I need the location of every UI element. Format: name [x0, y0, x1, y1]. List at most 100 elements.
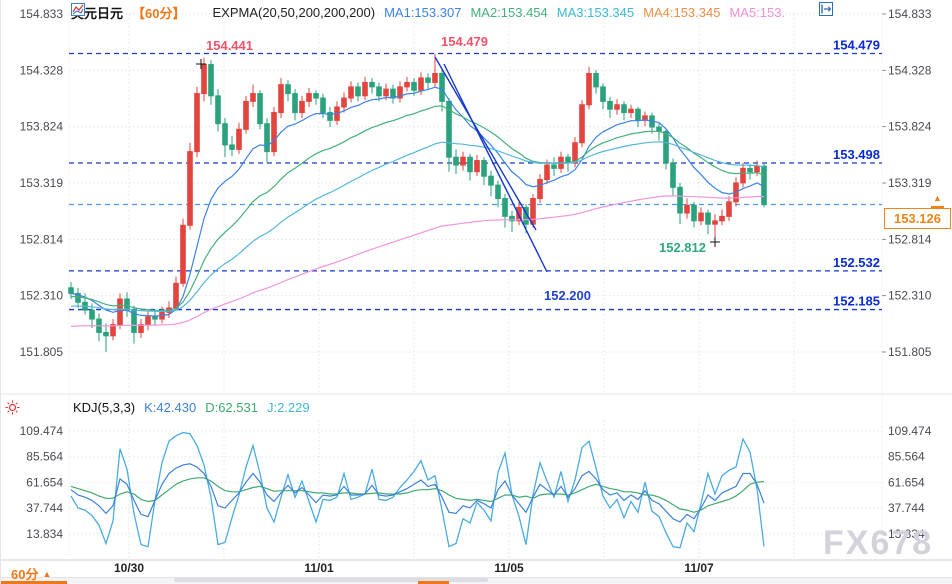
candle[interactable] [621, 104, 627, 114]
candle[interactable] [201, 64, 207, 95]
candle[interactable] [740, 167, 746, 184]
candle[interactable] [278, 84, 284, 114]
candle[interactable] [236, 128, 242, 150]
candle[interactable] [257, 93, 263, 125]
candle[interactable] [698, 212, 704, 222]
candle[interactable] [124, 298, 130, 311]
candle[interactable] [306, 93, 312, 102]
candle[interactable] [705, 212, 711, 225]
candle[interactable] [152, 316, 158, 320]
bar-chart-icon[interactable] [819, 2, 865, 16]
candle[interactable] [222, 123, 228, 146]
candle[interactable] [446, 100, 452, 158]
candle[interactable] [663, 131, 669, 164]
candle[interactable] [292, 93, 298, 114]
candle[interactable] [194, 93, 200, 153]
candle[interactable] [404, 81, 410, 88]
candle[interactable] [173, 282, 179, 309]
candle[interactable] [754, 165, 760, 173]
ma-line-4 [70, 195, 765, 327]
candle[interactable] [719, 215, 725, 222]
candle[interactable] [474, 160, 480, 173]
candle[interactable] [327, 112, 333, 121]
candle[interactable] [509, 215, 515, 222]
candle[interactable] [369, 81, 375, 88]
candle[interactable] [208, 64, 214, 97]
ma2-value: MA2:153.454 [470, 4, 548, 20]
candle[interactable] [684, 204, 690, 214]
candle[interactable] [586, 72, 592, 106]
candle[interactable] [418, 77, 424, 91]
candle[interactable] [187, 151, 193, 226]
candle[interactable] [271, 112, 277, 153]
candle[interactable] [502, 198, 508, 217]
candle[interactable] [355, 86, 361, 97]
indicator-label[interactable]: EXPMA(20,50,200,200,200) [212, 4, 376, 20]
candle[interactable] [264, 123, 270, 153]
candle[interactable] [75, 292, 81, 303]
candle[interactable] [607, 100, 613, 110]
candle[interactable] [362, 81, 368, 97]
candle[interactable] [432, 72, 438, 83]
exit-icon[interactable] [819, 2, 881, 16]
price-annotation: 154.441 [206, 38, 253, 53]
candle[interactable] [68, 287, 74, 294]
candle[interactable] [229, 144, 235, 150]
candle[interactable] [614, 104, 620, 110]
current-price-tag[interactable]: 153.126 [884, 207, 951, 229]
candle[interactable] [299, 100, 305, 114]
candle[interactable] [439, 72, 445, 102]
candle[interactable] [530, 198, 536, 225]
candle[interactable] [635, 108, 641, 121]
candle[interactable] [670, 162, 676, 188]
candle[interactable] [215, 95, 221, 125]
candle[interactable] [712, 220, 718, 225]
candle[interactable] [348, 86, 354, 99]
candle[interactable] [425, 77, 431, 83]
candle[interactable] [600, 86, 606, 102]
candle[interactable] [117, 298, 123, 326]
candle[interactable] [341, 97, 347, 108]
chart-header: 美元日元 【60分】 EXPMA(20,50,200,200,200) MA1:… [71, 3, 785, 21]
period-label[interactable]: 【60分】 [132, 5, 186, 21]
candle[interactable] [579, 104, 585, 144]
candle[interactable] [551, 164, 557, 169]
trend-line[interactable] [434, 56, 537, 231]
trend-line[interactable] [443, 63, 548, 273]
candle[interactable] [726, 201, 732, 217]
candle[interactable] [103, 331, 109, 337]
axis-chart-icon[interactable] [819, 2, 849, 16]
candle[interactable] [250, 93, 256, 102]
candle[interactable] [481, 160, 487, 177]
candle[interactable] [691, 204, 697, 222]
candle[interactable] [488, 175, 494, 186]
candle[interactable] [145, 316, 151, 326]
candle[interactable] [243, 100, 249, 130]
candle[interactable] [628, 108, 634, 114]
candle[interactable] [747, 167, 753, 173]
kdj-header: KDJ(5,3,3) K:42.430 D:62.531 J:2.229 [1, 398, 310, 416]
candle[interactable] [467, 156, 473, 173]
candle[interactable] [460, 156, 466, 166]
candle[interactable] [453, 156, 459, 166]
kdj-title[interactable]: KDJ(5,3,3) [73, 399, 136, 415]
candle[interactable] [376, 86, 382, 97]
period-tab[interactable]: 60分 ▲ [11, 564, 51, 583]
candle[interactable] [397, 86, 403, 99]
candle[interactable] [320, 97, 326, 114]
candle[interactable] [411, 81, 417, 91]
candle[interactable] [677, 186, 683, 214]
candle[interactable] [313, 93, 319, 99]
candle[interactable] [383, 88, 389, 97]
candle[interactable] [544, 164, 550, 181]
candle[interactable] [89, 309, 95, 320]
candle[interactable] [593, 72, 599, 88]
candle[interactable] [180, 224, 186, 284]
candle[interactable] [495, 184, 501, 200]
scrollbar-thumb[interactable] [174, 578, 488, 582]
candle[interactable] [285, 84, 291, 95]
candle[interactable] [138, 324, 144, 333]
candle[interactable] [110, 324, 116, 337]
candle[interactable] [537, 179, 543, 200]
